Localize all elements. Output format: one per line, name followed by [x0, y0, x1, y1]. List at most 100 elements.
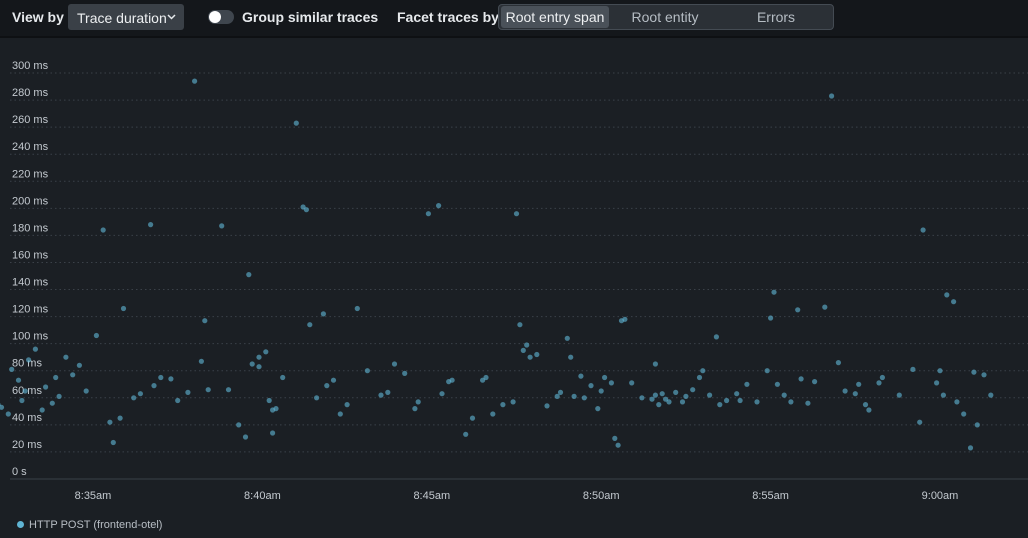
trace-point[interactable]: [896, 392, 902, 398]
trace-point[interactable]: [402, 370, 408, 376]
trace-point[interactable]: [812, 379, 818, 385]
trace-point[interactable]: [652, 361, 659, 367]
trace-point[interactable]: [39, 407, 45, 413]
trace-point[interactable]: [988, 392, 994, 398]
trace-point[interactable]: [83, 388, 89, 394]
trace-point[interactable]: [56, 393, 62, 399]
trace-point[interactable]: [110, 439, 116, 446]
trace-point[interactable]: [910, 366, 916, 372]
trace-point[interactable]: [602, 374, 608, 381]
trace-point[interactable]: [707, 392, 713, 398]
trace-point[interactable]: [612, 435, 618, 441]
trace-point[interactable]: [378, 392, 384, 398]
trace-point[interactable]: [781, 392, 787, 398]
trace-point[interactable]: [449, 377, 455, 383]
trace-point[interactable]: [131, 395, 137, 401]
trace-point[interactable]: [219, 223, 225, 229]
trace-point[interactable]: [53, 374, 59, 381]
trace-point[interactable]: [822, 304, 828, 310]
view-by-select[interactable]: Trace duration: [68, 4, 184, 30]
trace-point[interactable]: [270, 430, 276, 436]
trace-point[interactable]: [795, 307, 801, 313]
trace-point[interactable]: [608, 380, 615, 386]
trace-point[interactable]: [944, 292, 950, 298]
trace-point[interactable]: [263, 349, 269, 355]
trace-point[interactable]: [307, 322, 313, 328]
trace-point[interactable]: [192, 78, 198, 84]
trace-point[interactable]: [734, 391, 740, 397]
trace-point[interactable]: [568, 354, 574, 360]
trace-point[interactable]: [314, 395, 320, 401]
trace-point[interactable]: [554, 393, 560, 399]
trace-point[interactable]: [120, 305, 127, 312]
trace-point[interactable]: [652, 392, 659, 398]
trace-point[interactable]: [696, 374, 703, 381]
trace-point[interactable]: [293, 120, 299, 126]
trace-point[interactable]: [534, 351, 540, 358]
trace-point[interactable]: [280, 374, 286, 381]
trace-point[interactable]: [517, 322, 523, 328]
trace-point[interactable]: [713, 334, 720, 340]
trace-point[interactable]: [666, 399, 672, 405]
trace-point[interactable]: [527, 354, 533, 360]
trace-point[interactable]: [236, 422, 242, 428]
trace-point[interactable]: [934, 380, 940, 386]
trace-point[interactable]: [581, 395, 587, 401]
trace-point[interactable]: [354, 305, 360, 312]
trace-point[interactable]: [70, 372, 76, 378]
trace-point[interactable]: [19, 397, 25, 404]
trace-point[interactable]: [330, 377, 337, 383]
trace-point[interactable]: [100, 227, 106, 233]
trace-point[interactable]: [513, 211, 520, 217]
trace-point[interactable]: [842, 388, 848, 394]
trace-point[interactable]: [724, 397, 730, 404]
trace-point[interactable]: [5, 411, 11, 417]
trace-point[interactable]: [202, 318, 208, 324]
trace-point[interactable]: [764, 368, 770, 374]
trace-point[interactable]: [524, 342, 530, 348]
trace-point[interactable]: [659, 391, 665, 397]
trace-point[interactable]: [876, 380, 882, 386]
trace-point[interactable]: [15, 377, 22, 383]
trace-point[interactable]: [391, 361, 398, 367]
trace-point[interactable]: [117, 415, 123, 421]
trace-point[interactable]: [93, 332, 99, 339]
trace-point[interactable]: [436, 203, 442, 209]
trace-point[interactable]: [744, 381, 750, 387]
trace-point[interactable]: [974, 422, 980, 428]
trace-point[interactable]: [588, 383, 594, 389]
trace-point[interactable]: [439, 391, 445, 397]
trace-point[interactable]: [835, 360, 842, 366]
trace-point[interactable]: [937, 368, 943, 374]
trace-point[interactable]: [578, 373, 584, 379]
trace-point[interactable]: [774, 381, 781, 387]
trace-point[interactable]: [9, 366, 15, 372]
trace-point[interactable]: [320, 311, 326, 317]
trace-point[interactable]: [629, 380, 635, 386]
trace-point[interactable]: [425, 211, 431, 217]
facet-option-root-entity[interactable]: Root entity: [631, 9, 699, 25]
trace-point[interactable]: [225, 387, 232, 393]
trace-point[interactable]: [151, 383, 157, 389]
trace-point[interactable]: [148, 222, 154, 228]
trace-point[interactable]: [954, 399, 960, 405]
trace-point[interactable]: [520, 347, 526, 353]
trace-point[interactable]: [798, 376, 804, 382]
trace-point[interactable]: [771, 289, 777, 295]
trace-point[interactable]: [158, 374, 164, 381]
trace-point[interactable]: [754, 399, 760, 405]
trace-point[interactable]: [483, 374, 489, 381]
trace-point[interactable]: [266, 397, 272, 404]
trace-point[interactable]: [303, 207, 309, 213]
trace-point[interactable]: [615, 442, 621, 448]
trace-point[interactable]: [679, 399, 686, 405]
trace-point[interactable]: [32, 346, 39, 352]
trace-point[interactable]: [829, 93, 835, 99]
trace-point[interactable]: [415, 399, 421, 405]
trace-point[interactable]: [940, 392, 947, 398]
trace-point[interactable]: [205, 387, 211, 393]
trace-point[interactable]: [967, 445, 974, 451]
trace-point[interactable]: [385, 389, 391, 395]
trace-point[interactable]: [544, 403, 550, 409]
trace-point[interactable]: [571, 393, 577, 399]
